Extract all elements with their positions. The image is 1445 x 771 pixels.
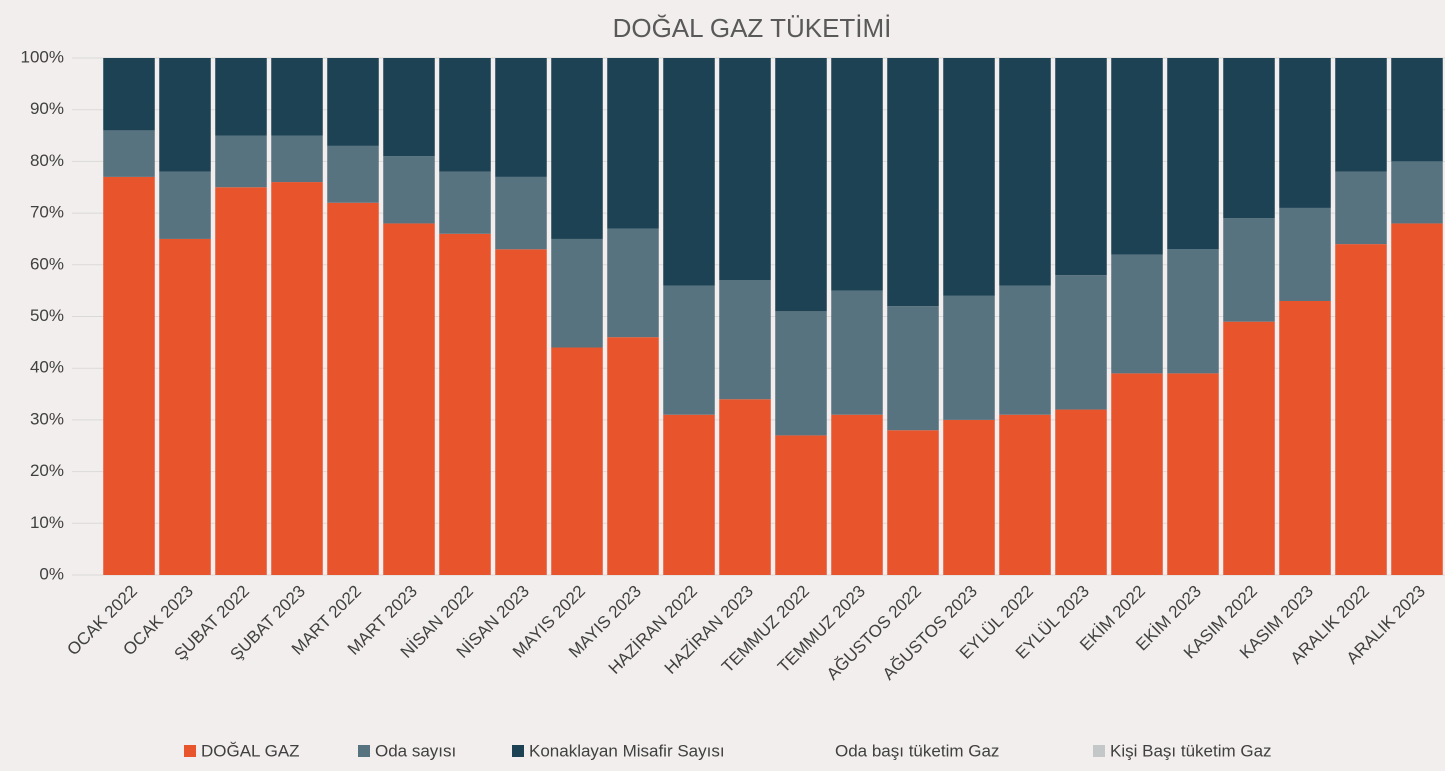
bar-segment [1055, 409, 1107, 575]
y-tick-label: 30% [30, 409, 64, 428]
bar-segment [1391, 58, 1443, 162]
bar-segment [719, 280, 771, 400]
bar-segment [999, 285, 1051, 415]
bar-segment [1223, 58, 1275, 219]
bar-segment [1335, 58, 1387, 172]
bar-segment [495, 249, 547, 576]
bar-segment [1111, 254, 1163, 374]
bar-segment [1167, 249, 1219, 374]
bar-segment [1391, 223, 1443, 575]
x-tick-label: AĞUSTOS 2023 [879, 582, 981, 684]
bar-segment [439, 171, 491, 234]
bar-segment [383, 58, 435, 157]
legend-swatch [358, 745, 370, 757]
legend-label: Oda başı tüketim Gaz [835, 741, 999, 760]
bar-segment [607, 58, 659, 229]
bar-segment [1279, 300, 1331, 575]
bar-segment [831, 58, 883, 291]
bar-segment [159, 238, 211, 575]
bar-segment [439, 233, 491, 575]
legend-label: DOĞAL GAZ [201, 741, 300, 760]
bar-segment [719, 58, 771, 281]
bar-segment [775, 435, 827, 575]
y-tick-label: 10% [30, 513, 64, 532]
bar-segment [1335, 244, 1387, 575]
bar-segment [1111, 373, 1163, 575]
x-tick-label: AĞUSTOS 2022 [823, 582, 925, 684]
bar-segment [495, 176, 547, 250]
bar-segment [551, 58, 603, 239]
bar-segment [103, 130, 155, 177]
bar-segment [999, 414, 1051, 575]
bar-segment [159, 171, 211, 239]
chart-title: DOĞAL GAZ TÜKETİMİ [613, 13, 892, 43]
bar-segment [663, 285, 715, 415]
bar-segment [1167, 58, 1219, 250]
bar-segment [439, 58, 491, 172]
bar-segment [383, 223, 435, 575]
bar-segment [271, 135, 323, 183]
bar-segment [1335, 171, 1387, 245]
bar-segment [1111, 58, 1163, 255]
bar-segment [887, 58, 939, 307]
bar-segment [551, 347, 603, 575]
bar-segment [327, 202, 379, 575]
bar-segment [775, 58, 827, 312]
bar-segment [271, 58, 323, 136]
bar-segment [383, 156, 435, 224]
bar-segment [215, 135, 267, 188]
bar-segment [607, 337, 659, 575]
bar-segment [1223, 218, 1275, 322]
bar-segment [999, 58, 1051, 286]
y-tick-label: 60% [30, 254, 64, 273]
legend-label: Kişi Başı tüketim Gaz [1110, 741, 1272, 760]
bar-segment [327, 145, 379, 203]
bar-segment [1167, 373, 1219, 575]
y-tick-label: 70% [30, 203, 64, 222]
bar-segment [215, 187, 267, 575]
bar-segment [495, 58, 547, 177]
bar-segment [1055, 275, 1107, 410]
bar-segment [607, 228, 659, 338]
bar-segment [1223, 321, 1275, 575]
legend-swatch [512, 745, 524, 757]
bar-segment [831, 290, 883, 415]
y-tick-label: 0% [39, 564, 64, 583]
bar-segment [887, 306, 939, 431]
bar-segment [215, 58, 267, 136]
bar-segment [775, 311, 827, 436]
legend-swatch [1093, 745, 1105, 757]
legend-swatch [184, 745, 196, 757]
bar-segment [271, 182, 323, 575]
y-tick-label: 40% [30, 358, 64, 377]
bar-segment [663, 58, 715, 286]
bar-segment [1279, 207, 1331, 301]
y-tick-label: 50% [30, 306, 64, 325]
bar-segment [1279, 58, 1331, 208]
bar-segment [663, 414, 715, 575]
bar-segment [943, 419, 995, 575]
bar-segment [943, 58, 995, 296]
y-tick-label: 20% [30, 461, 64, 480]
bar-segment [327, 58, 379, 146]
bar-segment [1055, 58, 1107, 276]
bar-segment [943, 295, 995, 420]
y-tick-label: 90% [30, 99, 64, 118]
bar-segment [103, 58, 155, 131]
bar-segment [1391, 161, 1443, 224]
legend-label: Oda sayısı [375, 741, 456, 760]
bar-segment [551, 238, 603, 348]
y-tick-label: 80% [30, 151, 64, 170]
bar-segment [159, 58, 211, 172]
bar-segment [103, 176, 155, 575]
y-tick-label: 100% [21, 47, 64, 66]
legend-swatch [818, 745, 830, 757]
bar-segment [831, 414, 883, 575]
legend-label: Konaklayan Misafir Sayısı [529, 741, 725, 760]
bar-segment [719, 399, 771, 575]
bar-segment [887, 430, 939, 575]
